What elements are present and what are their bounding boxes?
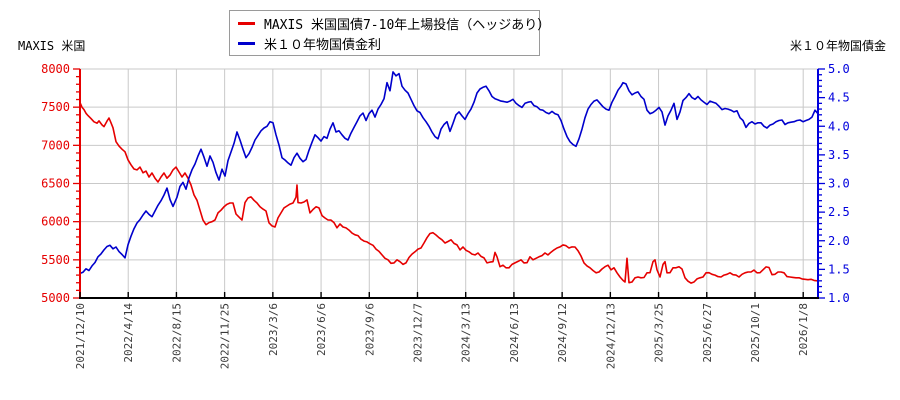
left-axis-tick-label: 5000 bbox=[41, 291, 70, 305]
right-axis-tick-label: 4.5 bbox=[828, 91, 850, 105]
x-axis-tick-label: 2023/6/6 bbox=[315, 303, 328, 356]
x-axis-tick-label: 2023/12/7 bbox=[411, 303, 424, 363]
x-axis-tick-label: 2022/8/15 bbox=[170, 303, 183, 363]
left-axis-tick-label: 6500 bbox=[41, 177, 70, 191]
x-axis-tick-label: 2021/12/10 bbox=[74, 303, 87, 369]
x-axis-tick-label: 2025/10/1 bbox=[749, 303, 762, 363]
x-axis-tick-label: 2024/3/13 bbox=[460, 303, 473, 363]
x-axis-tick-label: 2024/6/13 bbox=[508, 303, 521, 363]
x-axis-tick-label: 2022/11/25 bbox=[219, 303, 232, 369]
right-axis-tick-label: 1.5 bbox=[828, 262, 850, 276]
x-axis-tick-label: 2026/1/8 bbox=[797, 303, 810, 356]
left-axis-tick-label: 7000 bbox=[41, 138, 70, 152]
right-axis-tick-label: 3.0 bbox=[828, 177, 850, 191]
left-axis-tick-label: 5500 bbox=[41, 253, 70, 267]
x-axis-tick-label: 2023/9/6 bbox=[363, 303, 376, 356]
right-axis-tick-label: 2.0 bbox=[828, 234, 850, 248]
x-axis-tick-label: 2023/3/6 bbox=[267, 303, 280, 356]
left-axis-title: MAXIS 米国 bbox=[18, 39, 86, 53]
right-axis-tick-label: 1.0 bbox=[828, 291, 850, 305]
yield-line bbox=[79, 71, 819, 275]
legend-label-fund: MAXIS 米国国債7-10年上場投信（ヘッジあり） bbox=[264, 17, 551, 33]
legend-item-yield: 米１０年物国債金利 bbox=[236, 33, 533, 53]
right-axis-tick-label: 3.5 bbox=[828, 148, 850, 162]
x-axis-tick-label: 2022/4/14 bbox=[122, 303, 135, 363]
x-axis-tick-label: 2025/6/27 bbox=[701, 303, 714, 363]
red-line-swatch bbox=[238, 21, 255, 25]
left-axis-tick-label: 6000 bbox=[41, 215, 70, 229]
legend-item-fund: MAXIS 米国国債7-10年上場投信（ヘッジあり） bbox=[236, 13, 550, 33]
x-axis-tick-label: 2024/12/13 bbox=[604, 303, 617, 369]
right-axis-tick-label: 4.0 bbox=[828, 119, 850, 133]
legend: MAXIS 米国国債7-10年上場投信（ヘッジあり） 米１０年物国債金利 bbox=[229, 10, 550, 56]
x-axis-tick-label: 2024/9/12 bbox=[556, 303, 569, 363]
right-axis-tick-label: 2.5 bbox=[828, 205, 850, 219]
left-axis-tick-label: 8000 bbox=[41, 62, 70, 76]
right-axis-tick-label: 5.0 bbox=[828, 62, 850, 76]
blue-line-swatch bbox=[238, 41, 255, 45]
x-axis-tick-label: 2025/3/25 bbox=[653, 303, 666, 363]
fund-price-line bbox=[79, 102, 818, 284]
left-axis-tick-label: 7500 bbox=[41, 100, 70, 114]
right-axis-title: 米１０年物国債金 bbox=[789, 39, 886, 53]
legend-label-yield: 米１０年物国債金利 bbox=[264, 37, 382, 53]
